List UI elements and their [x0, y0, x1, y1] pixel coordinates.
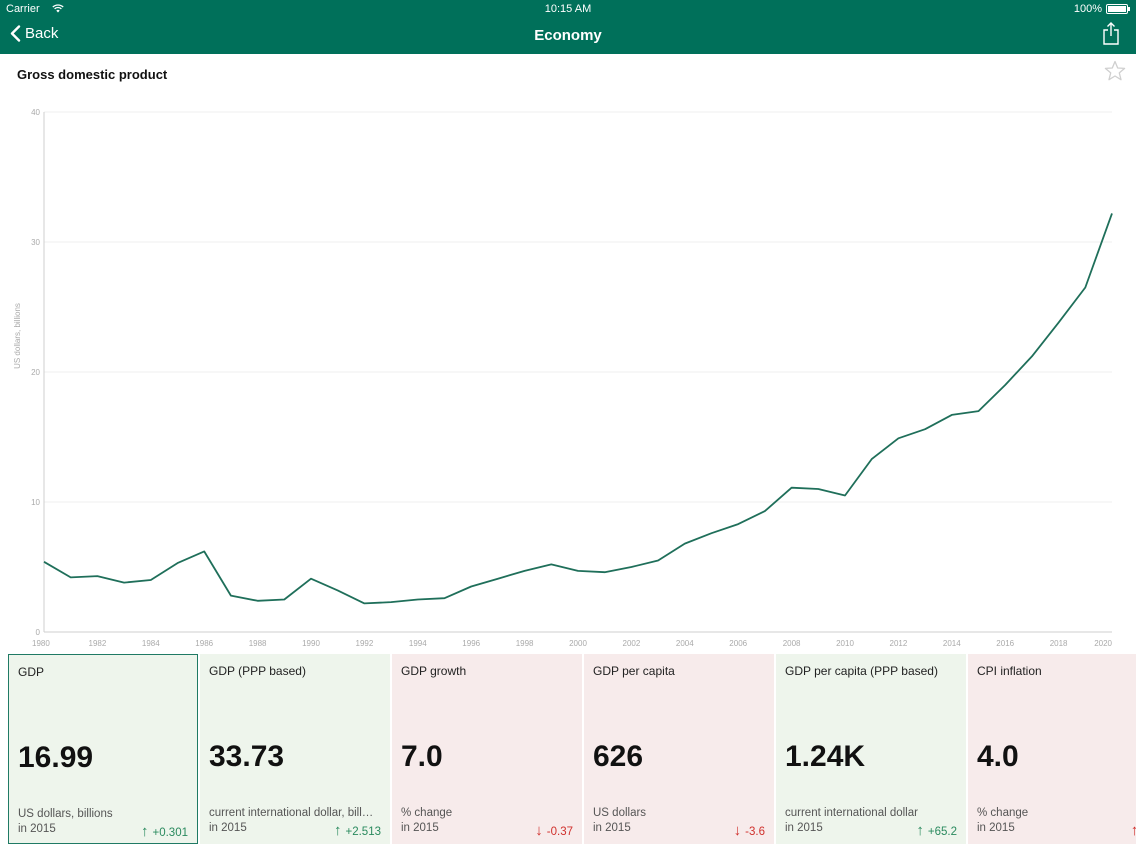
card-change: ↓ -0.37: [535, 822, 573, 839]
back-label: Back: [25, 25, 59, 42]
wifi-icon: [52, 4, 64, 13]
favorite-star-icon[interactable]: [1104, 60, 1126, 82]
back-button[interactable]: Back: [10, 25, 58, 42]
x-tick-label: 2014: [943, 639, 961, 648]
x-tick-label: 2000: [569, 639, 587, 648]
trend-arrow-icon: ↑: [141, 823, 149, 840]
card-change: ↓ -3.6: [734, 822, 765, 839]
x-tick-label: 2008: [783, 639, 801, 648]
card-value: 7.0: [401, 740, 443, 773]
card-change: ↑ +0.301: [141, 823, 188, 840]
x-tick-label: 1980: [32, 639, 50, 648]
x-tick-label: 2010: [836, 639, 854, 648]
change-value: +2.513: [345, 826, 382, 838]
gdp-line-chart: 0 10 20 30 40 1980 1982 1984 1986 1988 1990 1992 199…: [13, 108, 1113, 648]
indicator-card[interactable]: GDP 16.99 US dollars, billions in 2015 ↑ +0.3…: [8, 654, 198, 844]
trend-arrow-icon: ↑: [1130, 822, 1136, 839]
x-tick-label: 1988: [249, 639, 267, 648]
indicator-card[interactable]: CPI inflation 4.0 % change in 2015 ↑+: [968, 654, 1136, 844]
card-year: in 2015: [18, 823, 56, 835]
x-tick-label: 2020: [1094, 639, 1112, 648]
card-change: ↑ +65.2: [916, 822, 957, 839]
change-value: +0.301: [152, 827, 189, 839]
card-unit: current international dollar, billions: [209, 807, 374, 819]
trend-arrow-icon: ↑: [334, 822, 342, 839]
trend-arrow-icon: ↓: [535, 822, 543, 839]
card-title: GDP (PPP based): [209, 664, 306, 678]
x-tick-label: 1990: [302, 639, 320, 648]
indicator-card[interactable]: GDP per capita (PPP based) 1.24K current i…: [776, 654, 966, 844]
card-unit: % change: [977, 807, 1029, 819]
x-tick-label: 1994: [409, 639, 427, 648]
y-tick-label: 20: [31, 368, 40, 377]
card-title: GDP growth: [401, 664, 467, 678]
card-value: 4.0: [977, 740, 1019, 773]
indicator-cards: GDP 16.99 US dollars, billions in 2015 ↑ +0.3…: [8, 654, 1136, 844]
card-year: in 2015: [401, 822, 439, 834]
battery-icon: [1106, 4, 1130, 14]
card-title: GDP: [18, 665, 45, 679]
card-unit: US dollars: [593, 807, 647, 819]
carrier-label: Carrier: [6, 3, 40, 15]
trend-arrow-icon: ↓: [733, 822, 742, 839]
y-axis-label: US dollars, billions: [13, 303, 22, 369]
card-year: in 2015: [593, 822, 631, 834]
page-title: Gross domestic product: [17, 67, 168, 82]
indicator-card[interactable]: GDP (PPP based) 33.73 current internationa…: [200, 654, 390, 844]
x-tick-label: 1996: [462, 639, 480, 648]
battery-status: 100%: [1073, 3, 1130, 15]
x-tick-label: 1982: [89, 639, 107, 648]
card-value: 16.99: [18, 741, 94, 774]
card-year: in 2015: [977, 822, 1015, 834]
card-unit: % change: [401, 807, 453, 819]
x-tick-label: 2004: [676, 639, 694, 648]
card-unit: US dollars, billions: [18, 808, 113, 820]
x-tick-label: 2016: [996, 639, 1014, 648]
change-value: -3.6: [745, 826, 765, 838]
card-title: GDP per capita (PPP based): [785, 664, 938, 678]
x-tick-label: 1984: [142, 639, 160, 648]
change-value: +65.2: [927, 826, 957, 838]
x-tick-label: 2012: [890, 639, 908, 648]
card-value: 33.73: [209, 740, 285, 773]
x-tick-label: 2002: [623, 639, 641, 648]
y-tick-label: 30: [31, 238, 40, 247]
nav-bar: Carrier 10:15 AM 100% Back Economy: [0, 0, 1136, 54]
battery-percent: 100%: [1073, 3, 1102, 15]
share-icon[interactable]: [1102, 22, 1120, 45]
gdp-series-line: [43, 213, 1113, 605]
card-year: in 2015: [209, 822, 247, 834]
card-year: in 2015: [785, 822, 823, 834]
y-tick-label: 10: [31, 498, 40, 507]
indicator-card[interactable]: GDP growth 7.0 % change in 2015 ↓ -0.37: [392, 654, 582, 844]
card-value: 626: [593, 740, 644, 773]
y-tick-label: 40: [31, 108, 40, 117]
card-title: GDP per capita: [593, 664, 675, 678]
x-tick-label: 2006: [729, 639, 747, 648]
card-title: CPI inflation: [977, 664, 1042, 678]
change-value: -0.37: [546, 826, 573, 838]
card-unit: current international dollar: [785, 807, 918, 819]
trend-arrow-icon: ↑: [916, 822, 924, 839]
card-change: ↑+: [1131, 822, 1136, 839]
status-time: 10:15 AM: [544, 3, 592, 15]
card-change: ↑ +2.513: [334, 822, 381, 839]
x-tick-label: 1998: [516, 639, 534, 648]
nav-title: Economy: [534, 27, 602, 44]
x-tick-label: 1992: [356, 639, 374, 648]
y-tick-label: 0: [36, 628, 41, 637]
x-tick-label: 1986: [195, 639, 213, 648]
x-tick-label: 2018: [1050, 639, 1068, 648]
indicator-card[interactable]: GDP per capita 626 US dollars in 2015 ↓ -3.6: [584, 654, 774, 844]
chevron-left-icon: [10, 25, 21, 42]
card-value: 1.24K: [785, 740, 866, 773]
